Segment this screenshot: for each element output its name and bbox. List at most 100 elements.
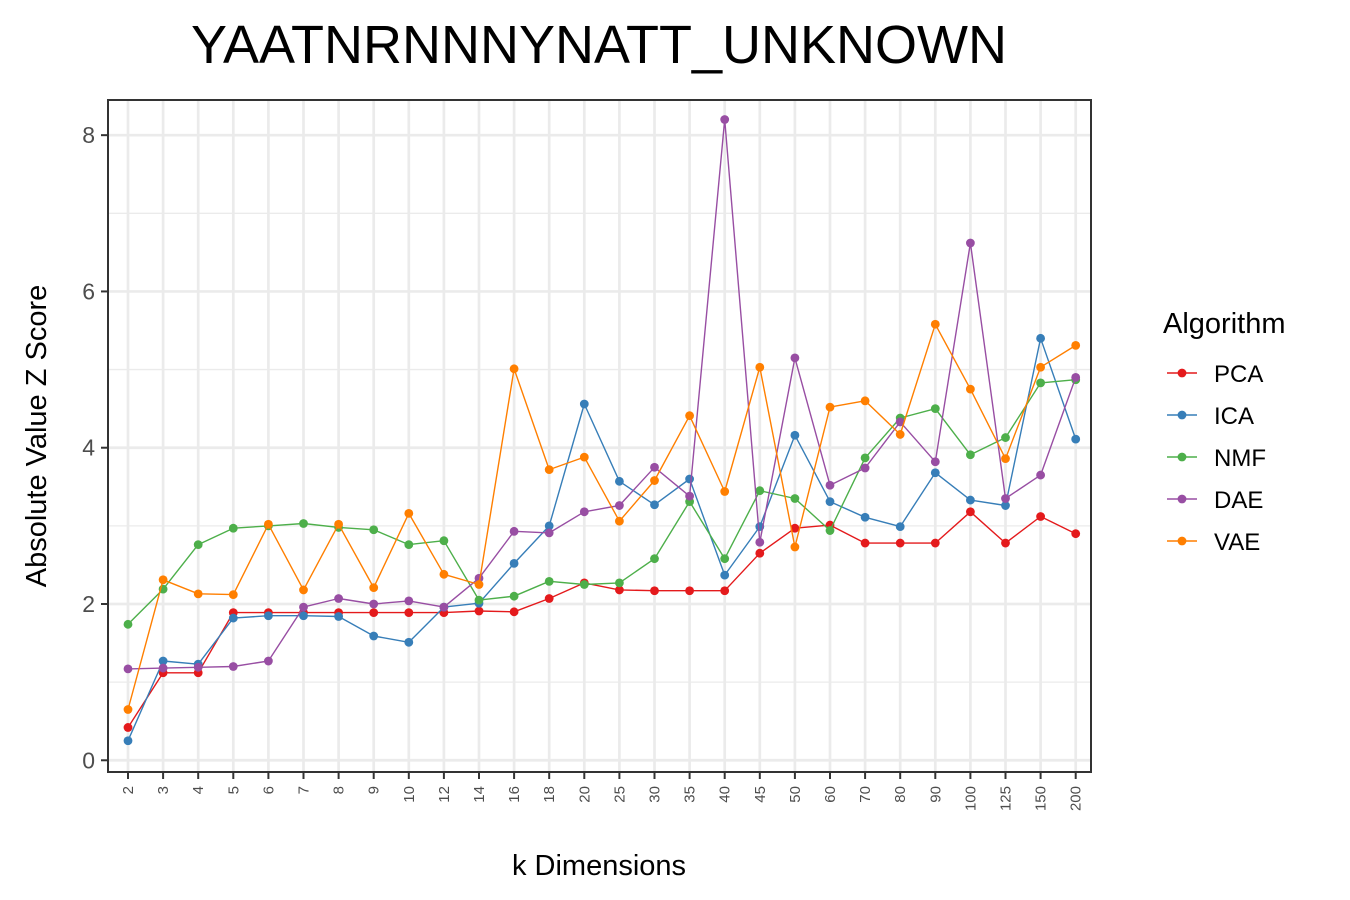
data-point bbox=[895, 430, 905, 439]
y-tick-label: 4 bbox=[82, 435, 95, 461]
data-point bbox=[158, 656, 168, 666]
y-axis-title: Absolute Value Z Score bbox=[21, 285, 53, 588]
data-point bbox=[650, 476, 659, 485]
x-tick-label: 16 bbox=[506, 786, 523, 803]
data-point bbox=[123, 723, 133, 732]
legend-label: VAE bbox=[1214, 529, 1260, 556]
legend: Algorithm PCA ICA NMF DAE VAE bbox=[1163, 308, 1286, 556]
legend-item-dae: DAE bbox=[1167, 487, 1263, 514]
data-point bbox=[860, 453, 870, 463]
data-point bbox=[1036, 362, 1045, 372]
data-point bbox=[966, 384, 975, 394]
x-tick-label: 50 bbox=[787, 786, 804, 803]
data-point bbox=[930, 319, 940, 329]
x-tick-label: 12 bbox=[436, 786, 453, 803]
data-point bbox=[299, 519, 308, 528]
data-point bbox=[264, 611, 273, 621]
data-point bbox=[825, 402, 835, 412]
data-point bbox=[228, 662, 238, 671]
y-tick-label: 0 bbox=[82, 747, 95, 773]
data-point bbox=[123, 705, 133, 714]
data-point bbox=[720, 554, 730, 564]
x-tick-label: 6 bbox=[260, 786, 277, 794]
x-tick-label: 4 bbox=[190, 786, 207, 794]
data-point bbox=[615, 501, 624, 510]
data-point bbox=[966, 495, 975, 505]
data-point bbox=[474, 606, 484, 616]
data-point bbox=[158, 663, 168, 673]
data-point bbox=[930, 538, 940, 548]
data-point bbox=[720, 487, 730, 496]
legend-point bbox=[1177, 368, 1187, 378]
x-tick-label: 45 bbox=[752, 786, 769, 803]
legend-item-vae: VAE bbox=[1167, 529, 1260, 556]
data-point bbox=[509, 364, 519, 374]
legend-point bbox=[1177, 410, 1187, 420]
data-point bbox=[615, 516, 624, 526]
data-point bbox=[966, 507, 975, 517]
series-group bbox=[123, 115, 1081, 746]
data-point bbox=[860, 538, 870, 548]
data-point bbox=[123, 736, 133, 746]
x-tick-label: 8 bbox=[331, 786, 348, 794]
x-tick-label: 7 bbox=[296, 786, 313, 794]
data-point bbox=[404, 508, 414, 518]
data-point bbox=[299, 611, 308, 621]
data-point bbox=[544, 528, 554, 538]
data-point bbox=[334, 594, 343, 603]
data-point bbox=[369, 631, 379, 641]
legend-label: PCA bbox=[1214, 361, 1263, 388]
data-point bbox=[579, 452, 589, 462]
data-point bbox=[404, 608, 414, 617]
data-point bbox=[685, 411, 694, 421]
x-tick-label: 200 bbox=[1068, 786, 1085, 811]
series-line-vae bbox=[127, 323, 1077, 710]
series-vae bbox=[123, 319, 1081, 714]
data-point bbox=[650, 462, 659, 472]
data-point bbox=[228, 523, 238, 533]
series-line-ica bbox=[127, 337, 1077, 741]
data-point bbox=[474, 573, 484, 583]
data-point bbox=[158, 575, 168, 585]
data-point bbox=[474, 595, 484, 605]
data-point bbox=[790, 494, 800, 503]
data-point bbox=[123, 664, 133, 674]
data-point bbox=[895, 417, 905, 427]
data-point bbox=[299, 602, 308, 612]
data-point bbox=[369, 608, 379, 617]
data-point bbox=[369, 525, 379, 535]
data-point bbox=[790, 542, 800, 552]
data-point bbox=[544, 521, 554, 531]
y-tick-label: 8 bbox=[82, 122, 95, 148]
y-tick-label: 2 bbox=[82, 591, 95, 617]
data-point bbox=[1036, 512, 1045, 521]
data-point bbox=[1071, 372, 1081, 382]
data-point bbox=[755, 362, 765, 372]
x-tick-label: 20 bbox=[576, 786, 593, 803]
data-point bbox=[720, 586, 730, 596]
data-point bbox=[895, 538, 905, 548]
x-axis-title: k Dimensions bbox=[512, 850, 686, 882]
chart-title: YAATNRNNNYNATT_UNKNOWN bbox=[191, 15, 1007, 75]
data-point bbox=[544, 576, 554, 586]
x-tick-label: 30 bbox=[647, 786, 664, 803]
legend-title: Algorithm bbox=[1163, 308, 1286, 340]
data-point bbox=[860, 463, 870, 473]
data-point bbox=[1001, 433, 1010, 442]
x-tick-label: 25 bbox=[611, 786, 628, 803]
data-point bbox=[685, 474, 694, 484]
series-line-nmf bbox=[127, 379, 1076, 625]
data-point bbox=[755, 537, 765, 547]
data-point bbox=[650, 500, 659, 510]
data-point bbox=[895, 522, 905, 532]
data-point bbox=[228, 613, 238, 623]
data-point bbox=[509, 526, 519, 536]
data-point bbox=[439, 602, 449, 612]
x-tick-label: 70 bbox=[857, 786, 874, 803]
data-point bbox=[404, 540, 414, 550]
data-point bbox=[193, 662, 203, 672]
legend-label: NMF bbox=[1214, 445, 1266, 472]
x-tick-label: 60 bbox=[822, 786, 839, 803]
